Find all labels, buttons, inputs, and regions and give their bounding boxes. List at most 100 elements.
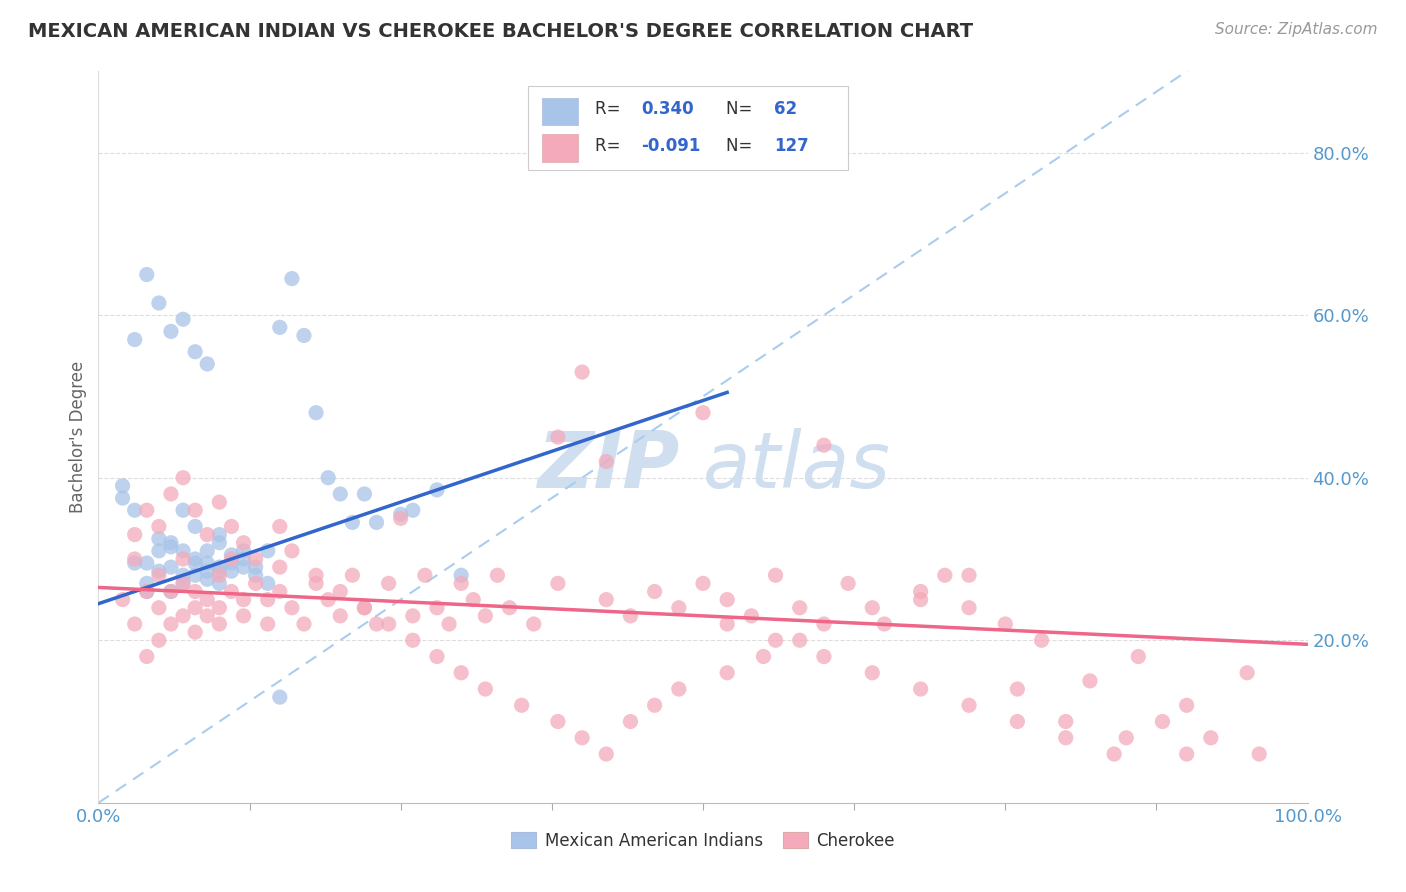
- Point: [269, 519, 291, 533]
- Point: [148, 544, 170, 558]
- Point: [910, 584, 932, 599]
- Text: N=: N=: [725, 101, 758, 119]
- Point: [692, 406, 714, 420]
- Point: [195, 357, 218, 371]
- Point: [184, 556, 207, 570]
- Point: [316, 471, 339, 485]
- Point: [245, 560, 267, 574]
- Point: [256, 617, 278, 632]
- Point: [184, 503, 207, 517]
- Point: [752, 649, 775, 664]
- Point: [353, 600, 375, 615]
- Point: [195, 527, 218, 541]
- Text: MEXICAN AMERICAN INDIAN VS CHEROKEE BACHELOR'S DEGREE CORRELATION CHART: MEXICAN AMERICAN INDIAN VS CHEROKEE BACH…: [28, 22, 973, 41]
- Point: [402, 633, 425, 648]
- Point: [426, 600, 449, 615]
- Point: [184, 600, 207, 615]
- Point: [595, 454, 617, 468]
- Point: [860, 600, 883, 615]
- Point: [148, 296, 170, 310]
- Point: [256, 544, 278, 558]
- Point: [232, 592, 254, 607]
- Point: [595, 747, 617, 761]
- Point: [716, 592, 738, 607]
- Point: [221, 548, 243, 562]
- Point: [450, 665, 472, 680]
- Point: [160, 535, 183, 549]
- Point: [402, 503, 425, 517]
- Y-axis label: Bachelor's Degree: Bachelor's Degree: [69, 361, 87, 513]
- Point: [474, 608, 496, 623]
- Point: [208, 617, 231, 632]
- Point: [498, 600, 520, 615]
- Point: [571, 365, 593, 379]
- Point: [342, 516, 364, 530]
- Point: [342, 568, 364, 582]
- Point: [1128, 649, 1150, 664]
- Point: [135, 503, 157, 517]
- Point: [765, 633, 787, 648]
- Point: [124, 527, 146, 541]
- Point: [208, 568, 231, 582]
- Point: [813, 649, 835, 664]
- Point: [292, 617, 315, 632]
- Point: [208, 600, 231, 615]
- Point: [124, 556, 146, 570]
- Point: [668, 681, 690, 696]
- Point: [172, 608, 194, 623]
- Point: [111, 491, 134, 505]
- Point: [595, 592, 617, 607]
- Point: [269, 320, 291, 334]
- Point: [184, 552, 207, 566]
- Point: [353, 600, 375, 615]
- Point: [195, 556, 218, 570]
- Point: [813, 617, 835, 632]
- Point: [232, 560, 254, 574]
- Point: [789, 633, 811, 648]
- Point: [148, 600, 170, 615]
- Point: [245, 568, 267, 582]
- Point: [111, 479, 134, 493]
- Point: [860, 665, 883, 680]
- Point: [172, 576, 194, 591]
- Point: [934, 568, 956, 582]
- Point: [269, 560, 291, 574]
- Point: [195, 544, 218, 558]
- Point: [426, 483, 449, 497]
- Point: [135, 584, 157, 599]
- Point: [619, 714, 641, 729]
- Text: Source: ZipAtlas.com: Source: ZipAtlas.com: [1215, 22, 1378, 37]
- Text: R=: R=: [595, 101, 626, 119]
- Point: [910, 592, 932, 607]
- Point: [232, 544, 254, 558]
- Point: [353, 487, 375, 501]
- Text: 0.340: 0.340: [641, 101, 695, 119]
- Point: [135, 268, 157, 282]
- Point: [1249, 747, 1271, 761]
- Point: [160, 487, 183, 501]
- Point: [413, 568, 436, 582]
- Point: [1007, 681, 1029, 696]
- Point: [124, 552, 146, 566]
- Point: [208, 495, 231, 509]
- Point: [910, 681, 932, 696]
- Point: [437, 617, 460, 632]
- Point: [994, 617, 1017, 632]
- Point: [195, 608, 218, 623]
- Point: [160, 540, 183, 554]
- Point: [221, 519, 243, 533]
- Point: [172, 576, 194, 591]
- Point: [619, 608, 641, 623]
- Point: [1007, 714, 1029, 729]
- Point: [124, 503, 146, 517]
- Point: [329, 608, 352, 623]
- Point: [377, 576, 399, 591]
- Point: [1175, 747, 1198, 761]
- Text: atlas: atlas: [703, 428, 891, 504]
- Point: [135, 649, 157, 664]
- Point: [172, 471, 194, 485]
- Point: [172, 312, 194, 326]
- Point: [547, 430, 569, 444]
- Point: [281, 600, 304, 615]
- Point: [208, 560, 231, 574]
